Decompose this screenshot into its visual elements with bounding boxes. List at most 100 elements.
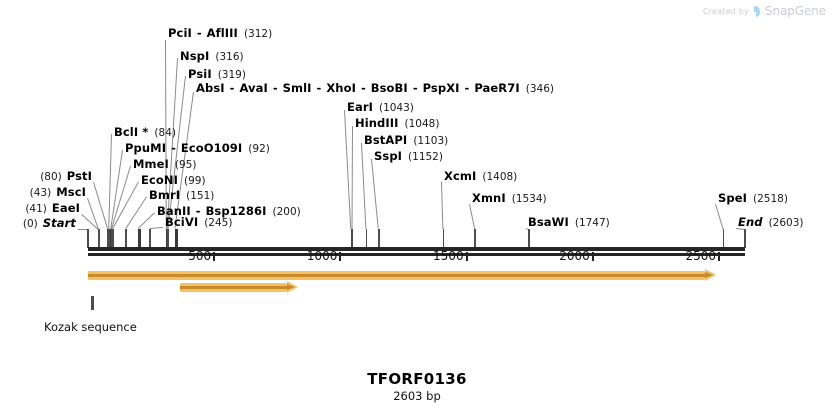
cut-site-mark[interactable] — [111, 229, 113, 248]
site-label-bciVI[interactable]: BciVI (245) — [165, 216, 232, 229]
enzyme-name: BsoBI — [370, 81, 408, 95]
site-label-absI-group[interactable]: AbsI - AvaI - SmlI - XhoI - BsoBI - PspX… — [196, 81, 554, 95]
enzyme-name: MmeI — [133, 157, 169, 171]
site-label-sspI[interactable]: SspI (1152) — [374, 150, 443, 163]
site-label-xmnI[interactable]: XmnI (1534) — [472, 192, 547, 205]
enzyme-name: NspI — [180, 49, 210, 63]
site-position: (1152) — [408, 151, 443, 163]
cut-site-mark[interactable] — [365, 229, 368, 248]
cut-site-mark[interactable] — [167, 229, 169, 248]
enzyme-name: XhoI — [326, 81, 356, 95]
cut-site-mark[interactable] — [167, 229, 170, 248]
feature-arrowhead — [287, 281, 298, 293]
leader-line — [441, 182, 444, 230]
cut-site-mark[interactable] — [744, 229, 746, 248]
site-position: (84) — [154, 127, 176, 139]
site-position: (1103) — [413, 135, 449, 147]
enzyme-name: XcmI — [444, 169, 477, 183]
ruler-tick-label: 500 — [188, 249, 212, 263]
cut-site-mark[interactable] — [722, 229, 725, 248]
leader-line — [137, 212, 155, 229]
feature-bar — [88, 271, 705, 280]
site-label-hindIII[interactable]: HindIII (1048) — [355, 117, 439, 130]
ruler-tick-label: 1000 — [306, 249, 338, 263]
site-label-pstI[interactable]: (80) PstI — [0, 170, 92, 183]
leader-line — [351, 125, 353, 229]
enzyme-name: SspI — [374, 149, 403, 163]
sequence-backbone-upper — [88, 247, 745, 251]
feature-arrow-full-length[interactable] — [88, 269, 716, 281]
site-position: (316) — [215, 51, 244, 63]
enzyme-name: AvaI — [239, 81, 268, 95]
enzyme-name: SmlI — [282, 81, 312, 95]
kozak-sequence-mark[interactable] — [91, 296, 94, 310]
site-label-end[interactable]: End (2603) — [738, 216, 804, 229]
enzyme-name: End — [738, 215, 763, 229]
site-label-mmeI[interactable]: MmeI (95) — [133, 158, 196, 171]
ruler-tick — [213, 252, 216, 261]
cut-site-mark[interactable] — [442, 229, 445, 248]
site-position: (1408) — [482, 171, 518, 183]
ruler-tick — [339, 252, 342, 261]
site-label-mscI[interactable]: (43) MscI — [0, 186, 86, 199]
leader-line — [469, 204, 476, 230]
cut-site-mark[interactable] — [528, 229, 530, 248]
site-label-psiI[interactable]: PsiI (319) — [188, 68, 246, 81]
site-label-ecoNI[interactable]: EcoNI (99) — [141, 174, 206, 187]
cut-site-mark[interactable] — [107, 229, 109, 248]
enzyme-name: PpuMI — [125, 141, 167, 155]
leader-line — [344, 110, 352, 230]
leader-line — [112, 181, 139, 229]
site-label-eaeI[interactable]: (41) EaeI — [0, 202, 80, 215]
cut-site-mark[interactable] — [474, 229, 476, 248]
enzyme-name: PsiI — [188, 67, 212, 81]
site-label-start[interactable]: (0) Start — [0, 217, 76, 230]
ruler-tick — [718, 252, 720, 261]
feature-arrowhead — [705, 269, 716, 281]
cut-site-mark[interactable] — [350, 229, 352, 248]
site-position: (1048) — [404, 118, 440, 130]
cut-site-mark[interactable] — [98, 229, 100, 248]
cut-site-mark[interactable] — [112, 229, 114, 248]
enzyme-name: HindIII — [355, 116, 399, 130]
site-label-nspI[interactable]: NspI (316) — [180, 50, 244, 63]
site-label-bsaWI[interactable]: BsaWI (1747) — [528, 216, 610, 229]
cut-site-mark[interactable] — [351, 229, 354, 248]
feature-arrow-cds[interactable] — [180, 281, 298, 293]
cut-site-mark[interactable] — [87, 229, 89, 248]
cut-site-mark[interactable] — [125, 229, 127, 248]
enzyme-name: EaeI — [51, 201, 80, 215]
snapgene-watermark: Created by SnapGene — [703, 4, 826, 18]
site-label-bmrI[interactable]: BmrI (151) — [149, 189, 214, 202]
site-label-pciI-aflIII[interactable]: PciI - AflIII (312) — [168, 26, 273, 40]
site-label-earI[interactable]: EarI (1043) — [347, 101, 414, 114]
site-position: (1747) — [574, 217, 610, 229]
enzyme-name: EcoO109I — [180, 141, 243, 155]
site-position: (346) — [525, 83, 554, 95]
site-position: (2603) — [768, 217, 804, 229]
site-label-speI[interactable]: SpeI (2518) — [718, 192, 788, 205]
ruler-tick — [465, 252, 468, 261]
cut-site-mark[interactable] — [174, 229, 178, 248]
site-position: (1534) — [511, 193, 547, 205]
watermark-brand-text: SnapGene — [764, 4, 826, 18]
enzyme-name: BanII — [157, 204, 191, 218]
enzyme-name: AbsI — [196, 81, 225, 95]
enzyme-name: AflIII — [206, 26, 238, 40]
site-label-banII-bsp1286I[interactable]: BanII - Bsp1286I (200) — [157, 204, 301, 218]
enzyme-name: SpeI — [718, 191, 747, 205]
site-position: (245) — [204, 217, 233, 229]
sequence-backbone-lower — [88, 253, 745, 256]
leader-line — [87, 198, 99, 230]
ruler-tick-label: 2500 — [685, 249, 716, 263]
cut-site-mark[interactable] — [137, 229, 141, 248]
site-label-bclI[interactable]: BclI * (84) — [114, 126, 176, 139]
cut-site-mark[interactable] — [108, 229, 110, 248]
cut-site-mark[interactable] — [378, 229, 380, 248]
kozak-sequence-label: Kozak sequence — [44, 320, 137, 334]
cut-site-mark[interactable] — [149, 229, 151, 248]
site-label-xcmI[interactable]: XcmI (1408) — [444, 170, 517, 183]
site-label-bstAPI[interactable]: BstAPI (1103) — [364, 134, 448, 147]
enzyme-name: PspXI — [422, 81, 460, 95]
site-label-ppuMI-ecoO109I[interactable]: PpuMI - EcoO109I (92) — [125, 141, 270, 155]
